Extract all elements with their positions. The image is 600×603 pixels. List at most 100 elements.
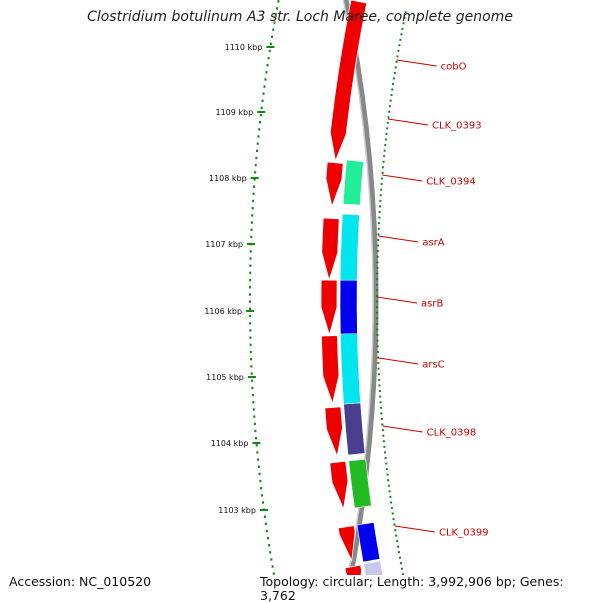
cog-block: [342, 159, 364, 206]
gc-dot: [385, 132, 388, 135]
cog-blocks: [339, 159, 388, 600]
gc-dot: [376, 350, 379, 353]
gc-dot: [388, 105, 391, 108]
tick-dot: [272, 28, 275, 31]
gc-dot: [390, 506, 393, 509]
gc-dot: [404, 11, 407, 14]
gc-dot: [402, 573, 405, 576]
gc-dot: [377, 367, 380, 370]
kbp-label: 1104 kbp: [211, 439, 249, 448]
kbp-labels: 1103 kbp 1104 kbp 1105 kbp 1106 kbp 1107 kbp…: [204, 43, 262, 515]
gc-dot: [399, 38, 402, 41]
gc-dot: [391, 88, 394, 91]
gc-dot: [386, 121, 389, 124]
tick-dot: [252, 199, 255, 203]
tick-dot: [249, 300, 252, 303]
gene-arrow: [337, 525, 356, 563]
gc-dot: [379, 401, 382, 404]
gc-dot: [378, 211, 381, 214]
gc-dot: [380, 188, 383, 191]
gc-dot: [389, 99, 392, 102]
tick-dot: [276, 7, 279, 10]
kbp-label: 1105 kbp: [206, 373, 244, 382]
tick-dot: [249, 286, 252, 289]
gc-dot: [383, 155, 386, 158]
gene-leader-line: [376, 296, 418, 304]
gc-dot: [401, 27, 404, 30]
gc-dot: [384, 144, 387, 147]
tick-dot: [252, 408, 255, 411]
kbp-label: 1108 kbp: [209, 174, 247, 183]
gc-dot: [386, 127, 389, 130]
tick-dot: [254, 429, 257, 433]
tick-dot: [251, 379, 254, 382]
tick-dot: [261, 494, 264, 497]
tick-dot: [253, 422, 256, 426]
tick-dot: [249, 293, 252, 296]
gc-dot: [384, 456, 387, 459]
gc-dot: [376, 255, 379, 258]
gc-dot: [378, 390, 381, 393]
gene-arrow: [321, 335, 340, 405]
gc-dot: [397, 49, 400, 52]
gc-dot: [397, 545, 400, 548]
tick-dot: [268, 544, 271, 547]
gc-dot: [380, 412, 383, 415]
gc-dot: [381, 171, 384, 174]
gc-dot: [376, 322, 379, 325]
gc-dot: [382, 160, 385, 163]
gene-label: cobO: [441, 62, 467, 73]
gc-dot: [390, 501, 393, 504]
tick-dot: [262, 92, 265, 95]
gc-tick-ring: [376, 11, 408, 592]
gc-dot: [378, 378, 381, 381]
gc-dot: [385, 462, 388, 465]
gene-arrow: [329, 460, 349, 511]
gc-dot: [392, 518, 395, 521]
gc-dot: [391, 512, 394, 515]
gc-dot: [377, 244, 380, 247]
tick-dot: [252, 401, 255, 404]
tick-dot: [264, 522, 267, 526]
kbp-label: 1109 kbp: [215, 108, 253, 117]
gc-dot: [379, 406, 382, 409]
tick-dot: [259, 479, 262, 483]
tick-dot: [256, 451, 259, 454]
gc-dot: [394, 529, 397, 532]
gc-dot: [380, 417, 383, 420]
gc-dot: [376, 311, 379, 314]
tick-dot: [259, 113, 262, 117]
gc-dot: [377, 227, 380, 230]
tick-dot: [273, 21, 276, 24]
gc-dot: [395, 60, 398, 63]
gc-dot: [388, 490, 391, 493]
tick-dot: [252, 192, 255, 196]
genome-summary-text: Topology: circular; Length: 3,992,906 bp…: [258, 575, 600, 603]
gc-dot: [383, 149, 386, 152]
tick-dot: [255, 436, 258, 440]
tick-dot: [250, 221, 253, 224]
tick-dot: [250, 235, 253, 239]
tick-dot: [250, 365, 253, 368]
gc-dot: [376, 278, 379, 281]
gene-label: asrA: [422, 238, 444, 249]
kbp-label: 1107 kbp: [205, 240, 243, 249]
gc-dot: [386, 473, 389, 476]
tick-dot: [269, 551, 272, 554]
gc-dot: [388, 110, 391, 113]
gene-arrow: [320, 279, 338, 337]
cog-block: [348, 458, 372, 509]
gc-dot: [379, 205, 382, 208]
tick-dot: [272, 572, 275, 575]
tick-dot: [257, 465, 260, 468]
gc-dot: [377, 373, 380, 376]
tick-dot: [256, 142, 259, 145]
backbone-arc: [343, 0, 379, 600]
tick-dot: [265, 71, 268, 74]
tick-dot: [249, 307, 252, 311]
gc-dot: [382, 434, 385, 437]
gc-dot: [377, 238, 380, 241]
gc-dot: [376, 272, 379, 275]
tick-dot: [257, 458, 260, 461]
gc-dot: [387, 484, 390, 487]
